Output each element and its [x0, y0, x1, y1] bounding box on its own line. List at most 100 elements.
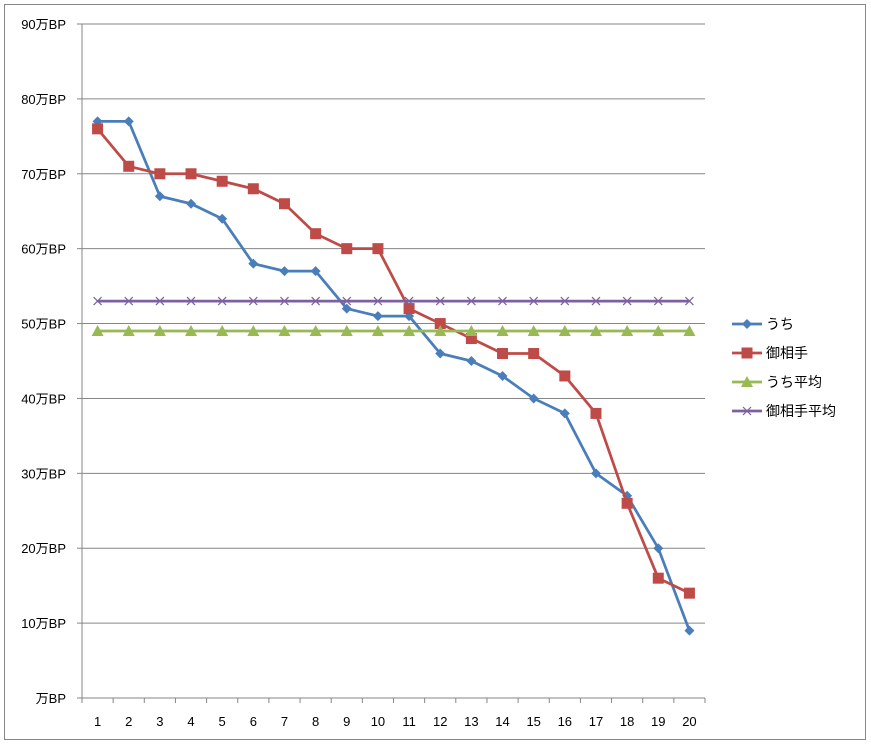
y-tick-label: 70万BP [21, 167, 66, 182]
x-tick-label: 5 [219, 714, 226, 729]
data-point [560, 296, 570, 306]
y-tick-label: 90万BP [21, 17, 66, 32]
data-point [498, 296, 507, 306]
data-point [434, 318, 446, 330]
data-point [558, 325, 571, 337]
data-point [341, 243, 353, 255]
marker-x-stroke [93, 296, 102, 306]
data-point [216, 175, 228, 187]
data-point [435, 296, 445, 306]
data-point [684, 625, 695, 636]
data-point [186, 198, 197, 209]
marker-x-stroke [653, 296, 663, 306]
marker-x-stroke [529, 296, 539, 306]
marker-x-stroke [155, 296, 165, 306]
data-point [465, 333, 477, 345]
data-point [342, 296, 352, 306]
data-point [154, 168, 166, 180]
data-point [371, 325, 384, 337]
x-tick-label: 17 [589, 714, 603, 729]
data-point [279, 266, 290, 277]
series-line [96, 127, 691, 595]
marker-x-stroke [435, 296, 445, 306]
data-point [280, 296, 289, 306]
legend-label: うち [766, 316, 794, 332]
data-point [685, 296, 694, 306]
data-point [621, 325, 634, 337]
series-group [91, 116, 696, 636]
legend-item-3: 御相手平均 [732, 403, 836, 419]
data-point [92, 123, 104, 135]
data-point [153, 325, 166, 337]
data-point [217, 213, 228, 224]
chart-frame [4, 4, 866, 740]
data-point [217, 296, 227, 306]
x-tick-label: 15 [526, 714, 540, 729]
x-tick-label: 7 [281, 714, 288, 729]
data-point [341, 303, 352, 314]
data-point [122, 325, 135, 337]
data-point [435, 348, 446, 359]
y-tick-label: 20万BP [21, 541, 66, 556]
data-point [652, 325, 665, 337]
data-point [528, 393, 539, 404]
data-point [559, 370, 571, 382]
data-point [404, 296, 414, 306]
marker-x-stroke [742, 406, 752, 416]
data-point [497, 348, 509, 360]
y-tick-label: 80万BP [21, 92, 66, 107]
data-point [590, 407, 602, 419]
data-point [278, 325, 291, 337]
legend-item-2: うち平均 [732, 374, 822, 390]
data-point [434, 325, 447, 337]
data-point [278, 198, 290, 210]
data-point [155, 296, 165, 306]
y-tick-label: 万BP [36, 691, 66, 706]
legend-swatch-marker [742, 406, 752, 416]
x-tick-label: 19 [651, 714, 665, 729]
y-tick-label: 40万BP [21, 391, 66, 406]
data-point [403, 303, 415, 315]
marker-x-stroke [311, 296, 321, 306]
data-point [248, 258, 259, 269]
marker-x-stroke [373, 296, 383, 306]
data-point [154, 191, 165, 202]
data-point [529, 296, 539, 306]
data-point [590, 468, 601, 479]
marker-x-stroke [685, 296, 694, 306]
marker-x-stroke [186, 296, 196, 306]
y-tick-label: 10万BP [21, 616, 66, 631]
marker-x-stroke [622, 296, 632, 306]
data-point [527, 325, 540, 337]
data-point [248, 296, 258, 306]
data-point [559, 408, 570, 419]
x-tick-label: 13 [464, 714, 478, 729]
data-point [310, 228, 322, 240]
series-0 [92, 116, 695, 636]
marker-x-stroke [124, 296, 134, 306]
data-point [124, 296, 134, 306]
data-point [186, 296, 196, 306]
series-1 [92, 123, 695, 599]
data-point [683, 587, 695, 599]
legend-label: 御相手 [766, 345, 808, 361]
x-tick-label: 18 [620, 714, 634, 729]
marker-x-stroke [248, 296, 258, 306]
marker-x-stroke [466, 296, 476, 306]
data-point [589, 325, 602, 337]
marker-x-stroke [591, 296, 601, 306]
data-point [340, 325, 353, 337]
data-point [621, 497, 633, 509]
legend-item-1: 御相手 [732, 345, 808, 361]
series-line [97, 119, 691, 632]
data-point [403, 325, 416, 337]
x-tick-label: 12 [433, 714, 447, 729]
marker-x-stroke [342, 296, 352, 306]
data-point [653, 543, 664, 554]
x-tick-label: 14 [495, 714, 509, 729]
data-point [496, 325, 509, 337]
x-tick-label: 3 [156, 714, 163, 729]
x-tick-label: 6 [250, 714, 257, 729]
data-point [652, 572, 664, 584]
